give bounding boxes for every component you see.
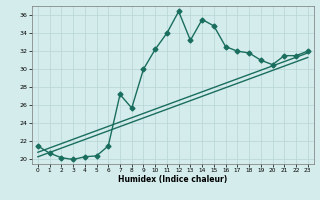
X-axis label: Humidex (Indice chaleur): Humidex (Indice chaleur): [118, 175, 228, 184]
